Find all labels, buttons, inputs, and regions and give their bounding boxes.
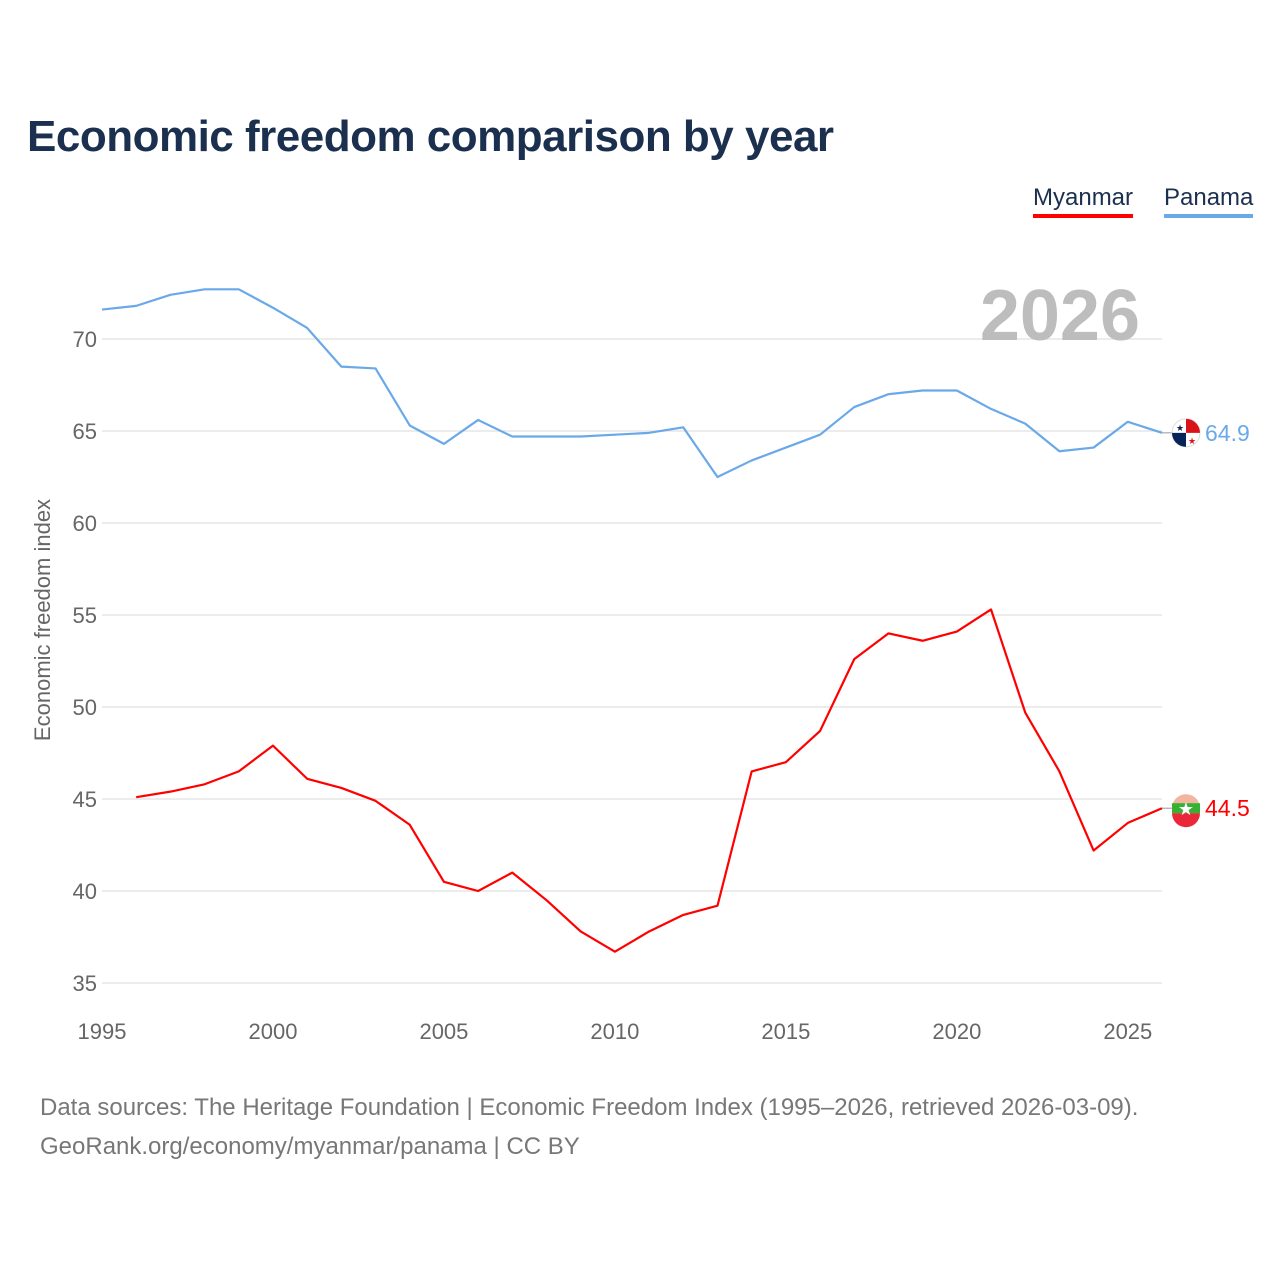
- legend-item-panama[interactable]: Panama: [1164, 184, 1254, 218]
- flag-quarter-blue: [1172, 432, 1186, 447]
- end-value-label-panama: 64.9: [1205, 420, 1250, 446]
- x-tick-label: 1995: [78, 1019, 127, 1044]
- end-value-label-myanmar: 44.5: [1205, 795, 1250, 821]
- x-tick-label: 2010: [590, 1019, 639, 1044]
- y-axis-label: Economic freedom index: [30, 499, 55, 741]
- y-tick-label: 70: [73, 327, 97, 352]
- flag-quarter-red: [1186, 418, 1200, 433]
- chart-title: Economic freedom comparison by year: [27, 112, 834, 161]
- flag-star-icon: ★: [1178, 799, 1194, 819]
- flag-stripe-green: [1172, 803, 1200, 814]
- source-link[interactable]: GeoRank.org/economy/myanmar/panama | CC …: [40, 1133, 580, 1160]
- footer: Data sources: The Heritage Foundation | …: [40, 1088, 1138, 1166]
- x-tick-label: 2000: [248, 1019, 297, 1044]
- y-tick-label: 35: [73, 971, 97, 996]
- y-tick-label: 40: [73, 879, 97, 904]
- y-tick-label: 65: [73, 419, 97, 444]
- flag-stripe-red: [1172, 813, 1200, 828]
- year-label: 2026: [980, 276, 1140, 356]
- y-tick-label: 50: [73, 695, 97, 720]
- y-tick-label: 55: [73, 603, 97, 628]
- data-source-note: Data sources: The Heritage Foundation | …: [40, 1094, 1139, 1121]
- flag-star-icon: ★: [1188, 436, 1196, 446]
- x-tick-label: 2005: [419, 1019, 468, 1044]
- legend-item-myanmar[interactable]: Myanmar: [1033, 184, 1134, 218]
- x-tick-label: 2025: [1103, 1019, 1152, 1044]
- y-tick-label: 45: [73, 787, 97, 812]
- series-line-panama: [101, 288, 1163, 479]
- flag-star-icon: ★: [1176, 423, 1184, 433]
- x-tick-label: 2015: [761, 1019, 810, 1044]
- y-tick-label: 60: [73, 511, 97, 536]
- x-tick-label: 2020: [932, 1019, 981, 1044]
- series-line-myanmar: [136, 608, 1163, 953]
